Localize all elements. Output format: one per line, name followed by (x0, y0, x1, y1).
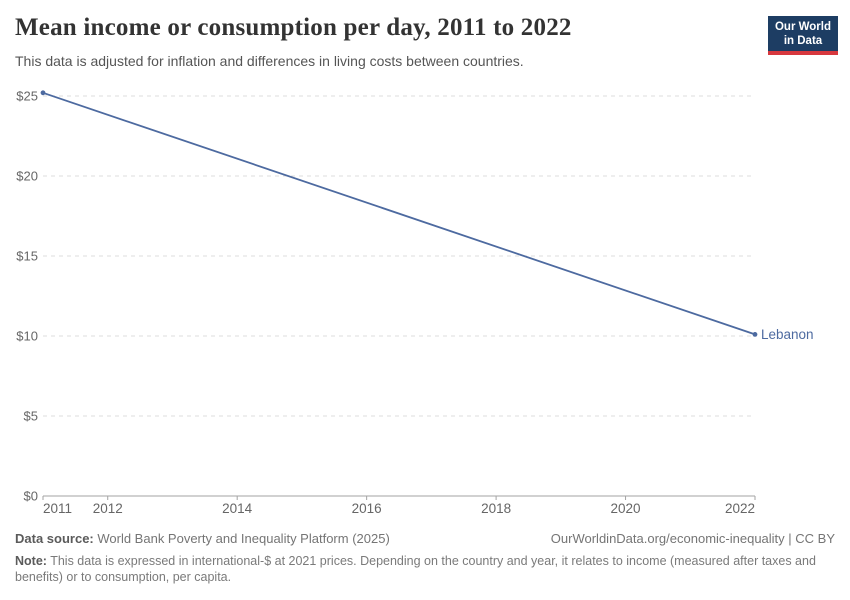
x-axis-label-2012: 2012 (93, 501, 123, 516)
chart-footer: Data source: World Bank Poverty and Ineq… (15, 531, 835, 585)
y-axis-label-20: $20 (16, 169, 38, 184)
x-axis-label-2020: 2020 (611, 501, 641, 516)
y-axis-label-0: $0 (24, 489, 38, 504)
x-axis-label-2014: 2014 (222, 501, 253, 516)
owid-logo-line1: Our World (774, 21, 831, 33)
series-point-lebanon-2011[interactable] (40, 90, 46, 96)
y-axis-label-15: $15 (16, 249, 38, 264)
footer-note: Note: This data is expressed in internat… (15, 553, 827, 585)
series-label-lebanon[interactable]: Lebanon (761, 327, 814, 342)
footer-note-label: Note: (15, 554, 47, 568)
y-axis-label-10: $10 (16, 329, 38, 344)
series-line-lebanon[interactable] (42, 91, 756, 336)
data-source: Data source: World Bank Poverty and Ineq… (15, 531, 390, 546)
page-subtitle: This data is adjusted for inflation and … (15, 53, 524, 69)
y-axis-label-5: $5 (24, 409, 38, 424)
owid-logo[interactable]: Our World in Data (768, 16, 838, 55)
footer-citation-link[interactable]: OurWorldinData.org/economic-inequality |… (550, 531, 835, 546)
x-axis-label-2016: 2016 (352, 501, 382, 516)
data-source-label: Data source: (15, 531, 94, 546)
x-axis-label-2018: 2018 (481, 501, 511, 516)
x-axis-label-2022: 2022 (725, 501, 755, 516)
series-point-lebanon-2022[interactable] (752, 332, 758, 337)
x-axis-label-2011: 2011 (43, 501, 72, 516)
page-title: Mean income or consumption per day, 2011… (15, 14, 572, 41)
data-source-value: World Bank Poverty and Inequality Platfo… (93, 531, 390, 546)
footer-note-value: This data is expressed in international-… (15, 554, 816, 584)
owid-logo-line2: in Data (783, 35, 823, 47)
y-axis-label-25: $25 (16, 89, 38, 104)
